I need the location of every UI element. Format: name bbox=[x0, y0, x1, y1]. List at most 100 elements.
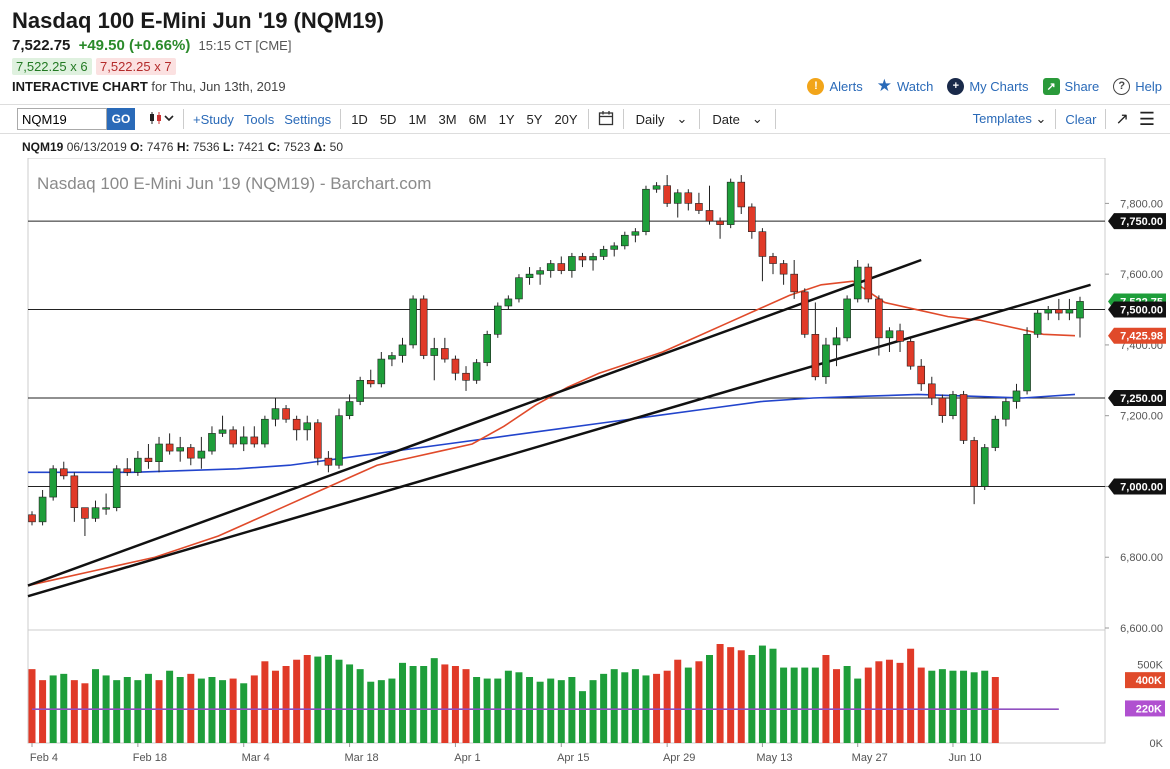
candle-body bbox=[493, 305, 502, 335]
candle-body bbox=[716, 220, 724, 225]
candle-body bbox=[208, 433, 216, 452]
share-label: Share bbox=[1064, 78, 1100, 94]
candle-body bbox=[1023, 334, 1031, 392]
candle-body bbox=[1055, 309, 1063, 314]
candle-body bbox=[589, 256, 597, 261]
volume-bar bbox=[261, 661, 269, 743]
plot-frame bbox=[27, 158, 1106, 744]
range-button-6m[interactable]: 6M bbox=[468, 111, 487, 127]
candle-body bbox=[345, 401, 354, 416]
symbol-input[interactable] bbox=[17, 108, 107, 130]
calendar-icon bbox=[598, 110, 613, 125]
volume-bar bbox=[197, 678, 205, 743]
add-study-button[interactable]: +Study bbox=[193, 111, 234, 127]
volume-bar bbox=[833, 669, 841, 743]
chart-type-dropdown[interactable] bbox=[143, 111, 179, 128]
candle-body bbox=[144, 457, 153, 462]
x-tick-label: Jun 10 bbox=[948, 752, 981, 764]
interval-dropdown[interactable]: Daily ⌄ bbox=[628, 111, 696, 127]
candle-body bbox=[292, 418, 301, 431]
range-button-3m[interactable]: 3M bbox=[438, 111, 457, 127]
range-button-5d[interactable]: 5D bbox=[379, 111, 397, 127]
ohlc-delta: 50 bbox=[329, 140, 343, 154]
alerts-link[interactable]: ! Alerts bbox=[807, 76, 863, 96]
candle-body bbox=[81, 507, 89, 519]
chevron-down-icon: ⌄ bbox=[676, 111, 688, 126]
range-button-20y[interactable]: 20Y bbox=[554, 111, 578, 127]
help-icon: ? bbox=[1113, 77, 1131, 95]
candle-body bbox=[959, 394, 968, 441]
x-tick-label: May 27 bbox=[852, 752, 888, 764]
volume-bar bbox=[536, 681, 544, 743]
menu-button[interactable]: ☰ bbox=[1134, 109, 1160, 130]
watch-link[interactable]: ★ Watch bbox=[877, 76, 934, 96]
share-link[interactable]: ↗ Share bbox=[1042, 76, 1100, 96]
volume-bar bbox=[727, 647, 735, 743]
expand-icon: ↗ bbox=[1115, 111, 1129, 128]
range-button-1m[interactable]: 1M bbox=[408, 111, 427, 127]
candle-body bbox=[599, 249, 608, 257]
volume-bar bbox=[229, 678, 237, 743]
volume-bar bbox=[938, 669, 946, 743]
help-link[interactable]: ? Help bbox=[1113, 76, 1162, 96]
clear-button[interactable]: Clear bbox=[1065, 111, 1097, 127]
candle-body bbox=[197, 450, 206, 459]
candle-body bbox=[1012, 390, 1021, 402]
volume-bar bbox=[737, 650, 745, 743]
candle-body bbox=[811, 334, 820, 378]
go-button[interactable]: GO bbox=[107, 108, 135, 130]
volume-bar bbox=[917, 667, 925, 743]
volume-bar bbox=[949, 670, 957, 743]
candle-body bbox=[790, 273, 798, 293]
top-links: ! Alerts ★ Watch + My Charts ↗ Share ? H… bbox=[807, 76, 1162, 96]
range-button-1y[interactable]: 1Y bbox=[498, 111, 515, 127]
settings-button[interactable]: Settings bbox=[284, 111, 332, 127]
candle-body bbox=[822, 344, 830, 378]
price-tag-label: 7,250.00 bbox=[1120, 393, 1163, 405]
volume-bar bbox=[430, 658, 438, 743]
volume-bar bbox=[981, 670, 989, 743]
candle-body bbox=[59, 468, 68, 477]
candle-body bbox=[557, 263, 566, 271]
price-chart[interactable]: 7,800.007,600.007,400.007,200.007,000.00… bbox=[0, 158, 1170, 769]
candle-body bbox=[377, 358, 386, 385]
volume-bar bbox=[907, 648, 915, 743]
x-tick-label: Apr 29 bbox=[663, 752, 695, 764]
candle-body bbox=[70, 475, 79, 508]
candle-body bbox=[610, 245, 619, 250]
candle-body bbox=[875, 298, 883, 339]
volume-bar bbox=[610, 669, 618, 743]
expand-button[interactable]: ↗ bbox=[1110, 109, 1133, 129]
volume-bar bbox=[822, 655, 830, 743]
ohlc-symbol: NQM19 bbox=[22, 140, 64, 154]
templates-dropdown[interactable]: Templates ⌄ bbox=[968, 111, 1052, 127]
volume-tick-label: 0K bbox=[1150, 738, 1164, 750]
ohlc-line: NQM19 06/13/2019 O: 7476 H: 7536 L: 7421… bbox=[22, 140, 343, 154]
volume-bar bbox=[621, 672, 629, 743]
moving-average-fast bbox=[27, 280, 1076, 587]
candle-body bbox=[1044, 309, 1053, 314]
chevron-down-icon: ⌄ bbox=[751, 111, 763, 126]
volume-bar bbox=[578, 691, 586, 743]
xaxis-label: Date bbox=[712, 111, 740, 127]
candle-body bbox=[239, 436, 248, 445]
xaxis-dropdown[interactable]: Date ⌄ bbox=[704, 111, 770, 127]
volume-bar bbox=[896, 662, 904, 743]
price-tag bbox=[1108, 301, 1166, 318]
volume-bar bbox=[758, 645, 766, 743]
x-tick-label: Feb 4 bbox=[30, 752, 58, 764]
candle-body bbox=[91, 507, 100, 519]
my-charts-link[interactable]: + My Charts bbox=[947, 76, 1029, 96]
quote-time: 15:15 CT [CME] bbox=[198, 38, 292, 53]
tools-button[interactable]: Tools bbox=[243, 111, 275, 127]
range-button-5y[interactable]: 5Y bbox=[526, 111, 543, 127]
candle-body bbox=[441, 348, 449, 360]
volume-bar bbox=[219, 680, 227, 743]
calendar-button[interactable] bbox=[593, 110, 619, 129]
ohlc-date: 06/13/2019 bbox=[66, 140, 127, 154]
candle-body bbox=[631, 231, 640, 236]
price-tag-label: 7,750.00 bbox=[1120, 216, 1163, 228]
volume-bar bbox=[92, 669, 100, 743]
range-button-1d[interactable]: 1D bbox=[351, 111, 368, 127]
volume-bar bbox=[70, 680, 78, 743]
